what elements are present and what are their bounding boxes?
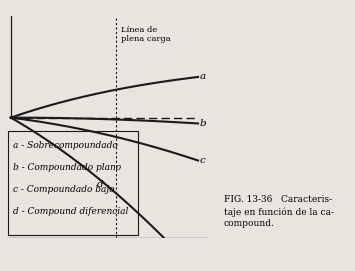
Text: a: a — [200, 72, 206, 82]
Text: FIG. 13-36   Caracteris-
taje en función de la ca-
compound.: FIG. 13-36 Caracteris- taje en función d… — [224, 195, 334, 228]
Text: b: b — [200, 119, 207, 128]
Text: d - Compound diferencial: d - Compound diferencial — [13, 207, 129, 216]
Text: b - Compoundado plano: b - Compoundado plano — [13, 163, 121, 172]
Text: c: c — [200, 156, 206, 165]
Text: a - Sobrecompoundado: a - Sobrecompoundado — [13, 141, 118, 150]
Text: d: d — [97, 180, 104, 189]
Text: Línea de
plena carga: Línea de plena carga — [121, 26, 171, 43]
Text: c - Compoundado bajo: c - Compoundado bajo — [13, 185, 115, 194]
